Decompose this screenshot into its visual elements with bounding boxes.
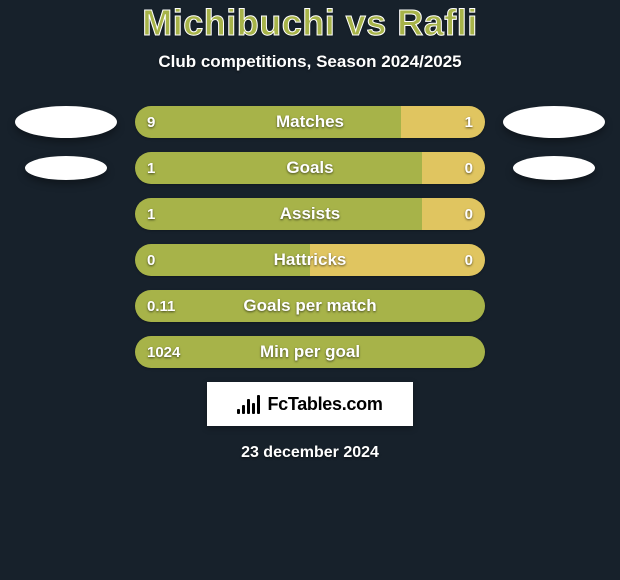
logo-text: FcTables.com [267,394,382,415]
comparison-card: Michibuchi vs Rafli Club competitions, S… [0,0,620,580]
stat-row: Min per goal1024 [0,336,620,368]
stat-bar: Hattricks00 [135,244,485,276]
stat-bar-right-segment [422,198,485,230]
avatar-slot-right [503,106,605,138]
stat-rows: Matches91 Goals10 Assists10 Hattricks00 Goal… [0,106,620,368]
stat-bar-right-segment [422,152,485,184]
stat-bar-left-segment [135,198,422,230]
logo-bars-icon [237,394,261,414]
stat-row: Assists10 [0,198,620,230]
date-text: 23 december 2024 [0,444,620,462]
stat-bar: Matches91 [135,106,485,138]
fctables-logo: FcTables.com [207,382,413,426]
stat-bar-left-segment [135,290,485,322]
stat-row: Goals10 [0,152,620,184]
avatar-slot-left [15,106,117,138]
avatar-slot-right [503,156,605,180]
stat-row: Goals per match0.11 [0,290,620,322]
stat-bar-right-segment [310,244,485,276]
player-avatar-left [15,106,117,138]
stat-row: Matches91 [0,106,620,138]
stat-bar: Goals10 [135,152,485,184]
stat-bar-left-segment [135,336,485,368]
stat-bar-left-segment [135,106,401,138]
page-title: Michibuchi vs Rafli [0,2,620,44]
stat-row: Hattricks00 [0,244,620,276]
stat-bar: Assists10 [135,198,485,230]
stat-bar: Min per goal1024 [135,336,485,368]
player-avatar-left [25,156,107,180]
stat-bar-right-segment [401,106,485,138]
subtitle: Club competitions, Season 2024/2025 [0,52,620,72]
avatar-slot-left [15,156,117,180]
stat-bar-left-segment [135,244,310,276]
stat-bar: Goals per match0.11 [135,290,485,322]
stat-bar-left-segment [135,152,422,184]
player-avatar-right [503,106,605,138]
player-avatar-right [513,156,595,180]
